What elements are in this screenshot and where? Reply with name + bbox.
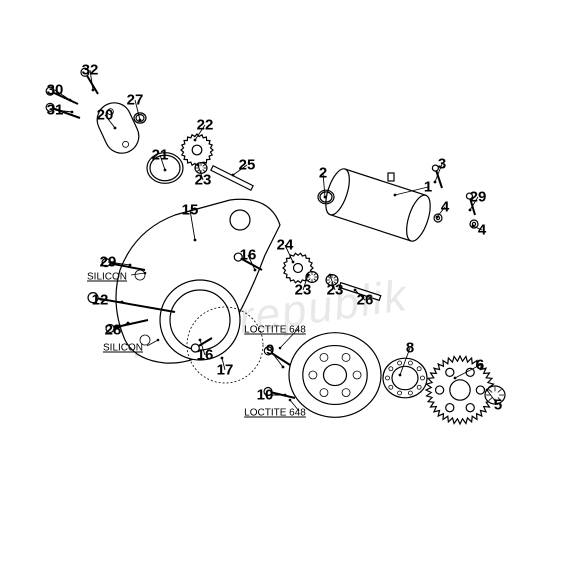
callout-32-30: 32: [82, 62, 99, 79]
callout-22-17: 22: [197, 117, 214, 134]
callout-30-28: 30: [47, 82, 64, 99]
annotation-loctite-648-3: LOCTITE 648: [244, 408, 306, 419]
callout-26-23: 26: [357, 292, 374, 309]
callout-5-5: 5: [494, 397, 502, 414]
callout-29-26: 29: [100, 254, 117, 271]
callout-25-22: 25: [239, 157, 256, 174]
starter-motor-1: [321, 166, 435, 244]
callout-6-6: 6: [476, 357, 484, 374]
gear-22: [181, 134, 213, 166]
flywheel: [289, 333, 381, 418]
sprag-8: [383, 358, 427, 398]
parts-layer: [0, 0, 564, 575]
annotation-loctite-648-2: LOCTITE 648: [244, 325, 306, 336]
housing-15: [116, 199, 280, 363]
callout-10-9: 10: [257, 387, 274, 404]
callout-24-21: 24: [277, 237, 294, 254]
annotation-silicon-0: SILICON: [87, 272, 127, 283]
callout-17-14: 17: [217, 362, 234, 379]
callout-31-29: 31: [47, 102, 64, 119]
callout-12-10: 12: [92, 292, 109, 309]
oring-27: [134, 113, 146, 123]
callout-20-15: 20: [97, 107, 114, 124]
callout-9-8: 9: [266, 342, 274, 359]
callout-23-20: 23: [327, 282, 344, 299]
callout-16-12: 16: [240, 247, 257, 264]
callout-23-18: 23: [195, 172, 212, 189]
callout-1-0: 1: [424, 179, 432, 196]
callout-23-19: 23: [295, 282, 312, 299]
callout-2-1: 2: [319, 165, 327, 182]
callout-21-16: 21: [152, 147, 169, 164]
callout-4-4: 4: [478, 222, 486, 239]
callout-28-25: 28: [105, 322, 122, 339]
washer-4b: [470, 220, 478, 228]
callout-3-2: 3: [438, 156, 446, 173]
callout-27-24: 27: [127, 92, 144, 109]
callout-16-13: 16: [197, 347, 214, 364]
callout-15-11: 15: [182, 202, 199, 219]
callout-29-27: 29: [470, 189, 487, 206]
callout-8-7: 8: [406, 340, 414, 357]
annotation-silicon-1: SILICON: [103, 343, 143, 354]
exploded-diagram: partsrepublik 12344568910121516161720212…: [0, 0, 564, 575]
callout-4-3: 4: [441, 199, 449, 216]
